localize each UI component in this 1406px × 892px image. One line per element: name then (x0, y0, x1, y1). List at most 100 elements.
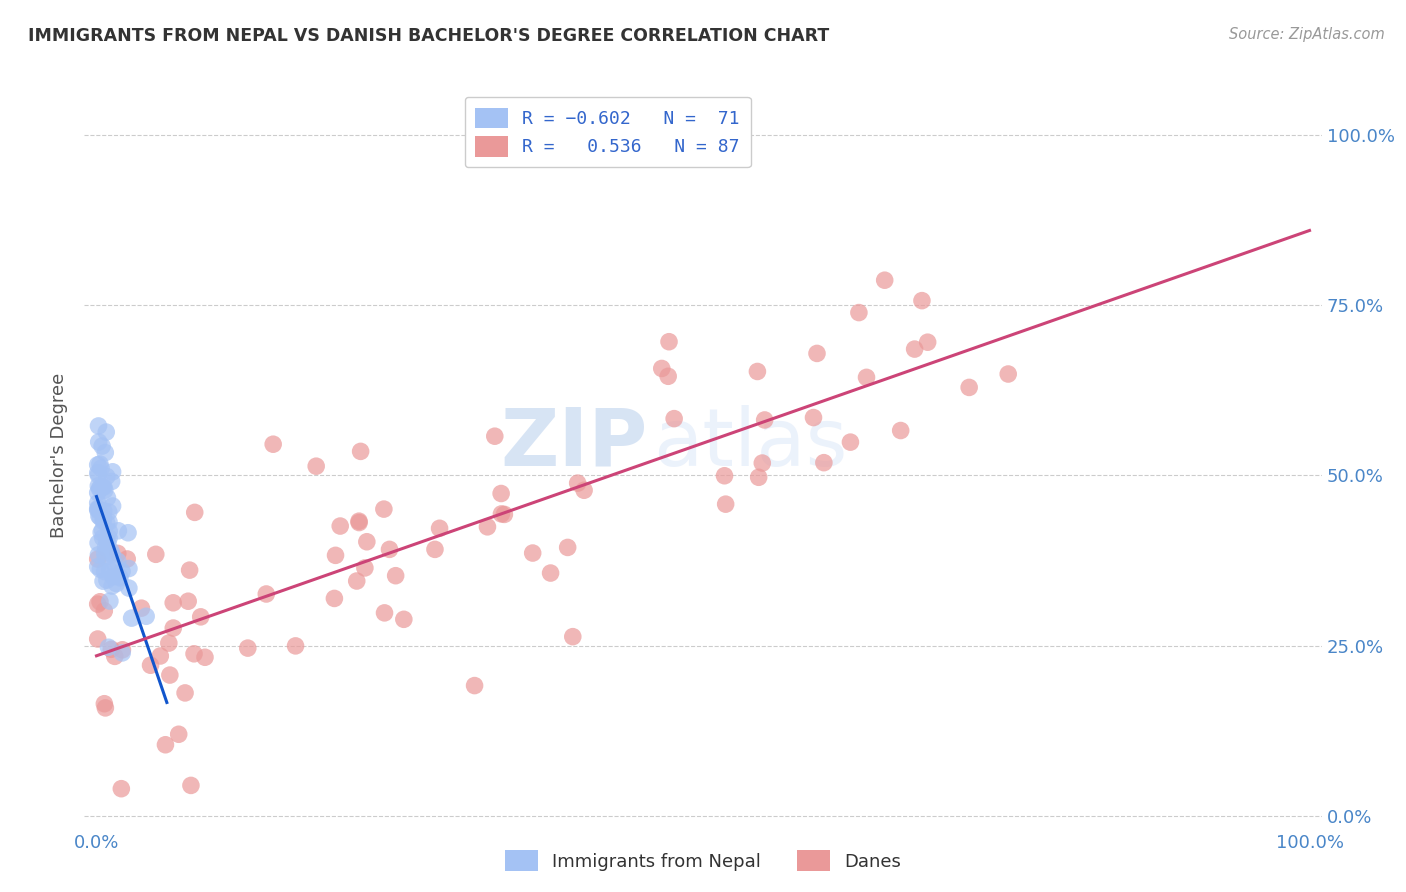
Legend: Immigrants from Nepal, Danes: Immigrants from Nepal, Danes (498, 843, 908, 879)
Point (91, 480, 114, 494)
Point (121, 611, 143, 625)
Point (94, 445, 117, 459)
Point (87, 548, 110, 562)
Point (86, 496, 108, 510)
Point (89, 562, 111, 576)
Point (183, 647, 205, 661)
Point (101, 499, 124, 513)
Point (325, 549, 347, 563)
Point (87, 508, 110, 523)
Point (107, 554, 129, 568)
Point (96, 533, 118, 548)
Point (917, 335, 939, 350)
Point (96, 425, 118, 439)
Point (522, 546, 544, 560)
Point (806, 346, 828, 360)
Point (101, 548, 124, 562)
Point (713, 468, 735, 483)
Y-axis label: Bachelor's Degree: Bachelor's Degree (51, 372, 69, 538)
Point (86, 552, 108, 566)
Point (89, 595, 111, 609)
Point (347, 514, 370, 528)
Point (284, 639, 307, 653)
Point (104, 649, 127, 664)
Point (86, 503, 108, 517)
Point (494, 508, 516, 522)
Point (356, 534, 378, 549)
Point (110, 781, 132, 796)
Point (101, 579, 124, 593)
Point (155, 738, 177, 752)
Point (90, 461, 112, 475)
Point (305, 459, 328, 474)
Point (91, 524, 114, 538)
Point (157, 636, 180, 650)
Point (262, 437, 284, 451)
Point (384, 568, 406, 582)
Point (174, 686, 197, 700)
Point (86, 632, 108, 646)
Point (117, 525, 139, 540)
Point (89, 510, 111, 524)
Point (489, 486, 512, 500)
Point (429, 521, 451, 535)
Point (90, 525, 112, 540)
Point (91, 514, 114, 528)
Point (254, 587, 277, 601)
Point (839, 435, 862, 450)
Point (354, 561, 377, 575)
Point (183, 505, 205, 519)
Point (96, 491, 118, 505)
Point (748, 470, 770, 484)
Point (464, 679, 486, 693)
Point (855, 370, 877, 384)
Point (94, 549, 117, 564)
Point (714, 497, 737, 511)
Point (477, 520, 499, 534)
Point (904, 342, 927, 356)
Point (115, 552, 138, 566)
Text: ZIP: ZIP (501, 405, 647, 483)
Point (572, 483, 595, 498)
Point (145, 547, 167, 561)
Point (190, 610, 212, 624)
Point (96, 573, 118, 587)
Point (87, 479, 110, 493)
Point (346, 574, 368, 588)
Point (149, 648, 172, 663)
Point (118, 581, 141, 595)
Point (94, 540, 117, 554)
Point (96, 469, 118, 483)
Point (104, 557, 127, 571)
Point (873, 273, 896, 287)
Point (94, 483, 117, 498)
Point (111, 565, 134, 579)
Point (561, 630, 583, 644)
Point (93, 604, 115, 618)
Point (98, 524, 121, 539)
Point (86, 458, 108, 472)
Point (91, 574, 114, 589)
Point (159, 668, 181, 682)
Point (236, 641, 259, 656)
Point (98, 515, 121, 529)
Point (108, 569, 131, 583)
Point (373, 606, 395, 620)
Point (101, 465, 124, 479)
Point (94, 701, 117, 715)
Point (179, 563, 201, 577)
Point (100, 475, 122, 489)
Point (162, 596, 184, 610)
Point (747, 364, 769, 378)
Point (87, 466, 110, 480)
Point (86, 501, 108, 516)
Point (87, 502, 110, 516)
Point (93, 504, 115, 518)
Point (997, 367, 1019, 381)
Point (423, 542, 446, 557)
Point (540, 566, 562, 580)
Point (91, 531, 114, 545)
Point (98, 594, 121, 608)
Point (97, 535, 120, 549)
Point (180, 779, 202, 793)
